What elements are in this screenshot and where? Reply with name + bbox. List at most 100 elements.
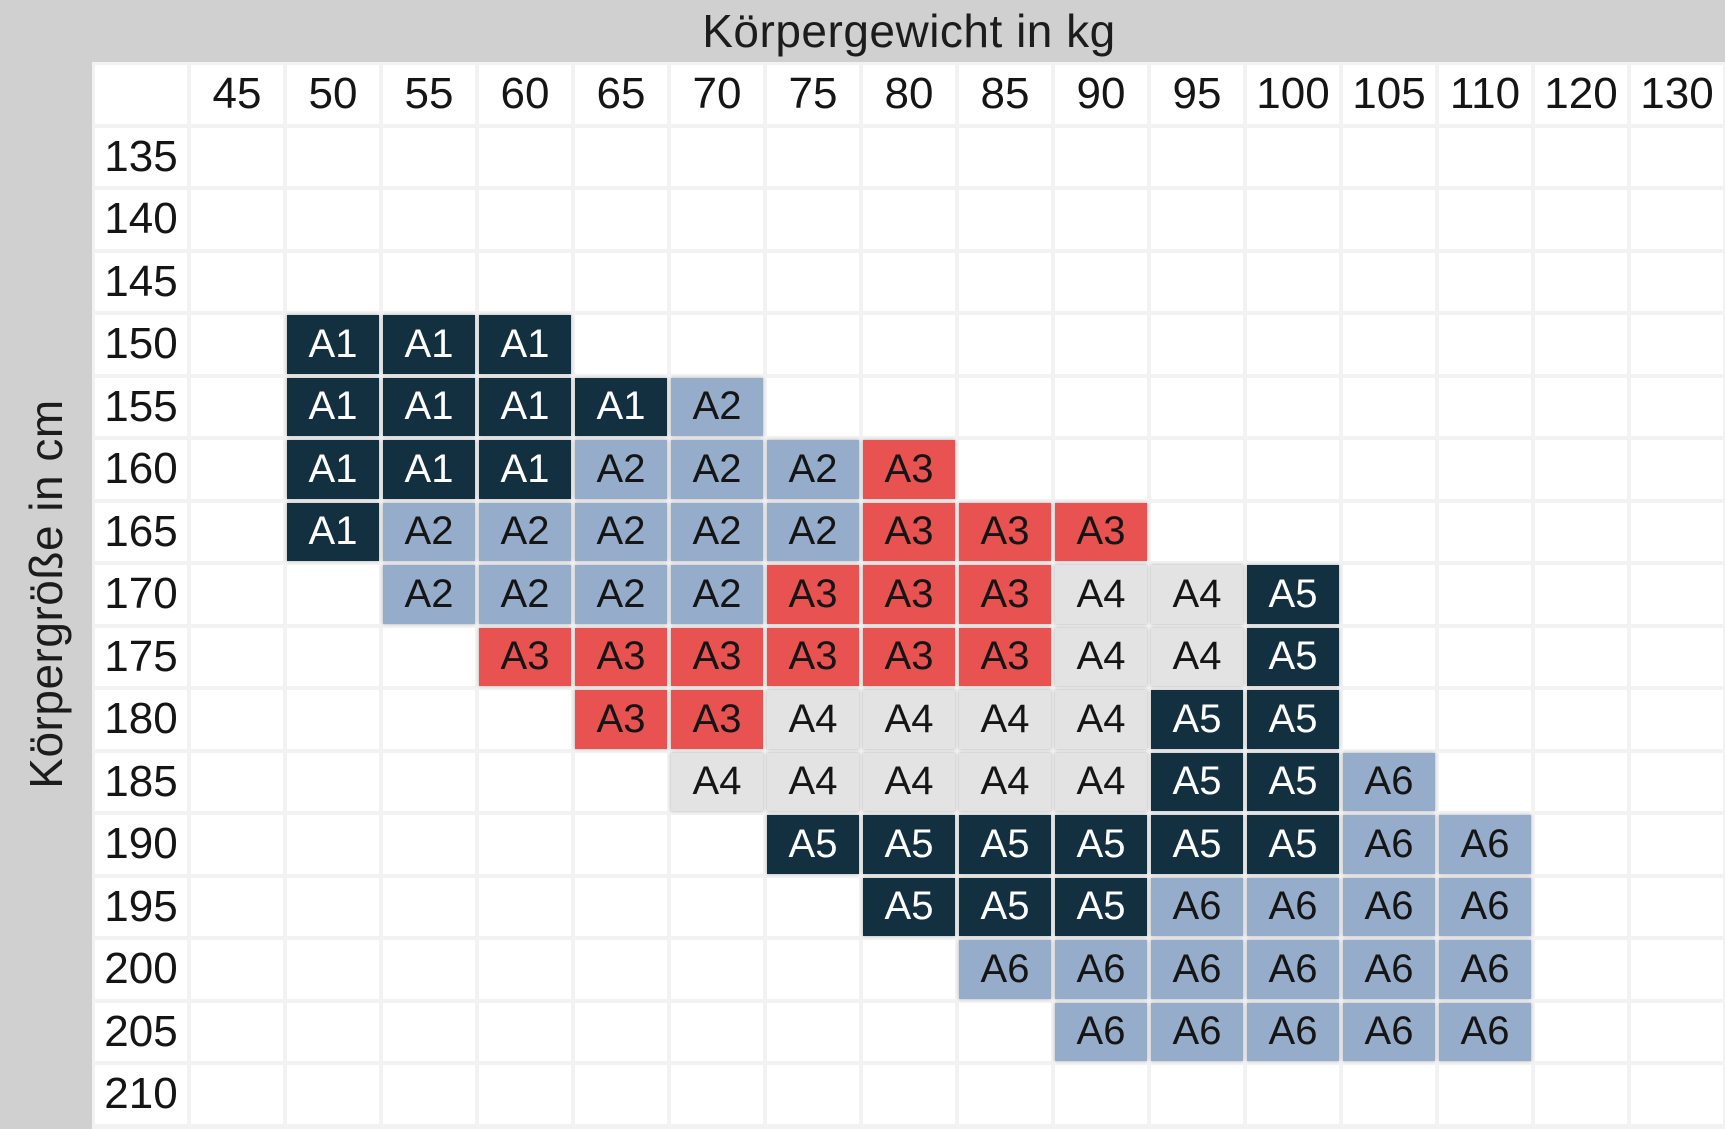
empty-cell-205-55 [383,1002,475,1061]
empty-cell-160-130 [1631,440,1723,499]
cell-205-100: A6 [1247,1002,1339,1061]
empty-cell-185-110 [1439,752,1531,811]
cell-165-70: A2 [671,502,763,561]
empty-cell-145-75 [767,252,859,311]
cell-175-85: A3 [959,627,1051,686]
empty-cell-210-80 [863,1065,955,1124]
cell-170-65: A2 [575,565,667,624]
empty-cell-150-75 [767,315,859,374]
empty-cell-210-55 [383,1065,475,1124]
empty-cell-190-55 [383,815,475,874]
empty-cell-195-55 [383,877,475,936]
empty-cell-205-50 [287,1002,379,1061]
empty-cell-165-130 [1631,502,1723,561]
empty-cell-150-90 [1055,315,1147,374]
cell-205-110: A6 [1439,1002,1531,1061]
empty-cell-140-110 [1439,190,1531,249]
empty-cell-185-60 [479,752,571,811]
empty-cell-170-105 [1343,565,1435,624]
empty-cell-155-45 [191,377,283,436]
empty-cell-180-50 [287,690,379,749]
cell-180-100: A5 [1247,690,1339,749]
cell-165-50: A1 [287,502,379,561]
cell-170-55: A2 [383,565,475,624]
cell-165-75: A2 [767,502,859,561]
empty-cell-165-95 [1151,502,1243,561]
cell-180-75: A4 [767,690,859,749]
cell-190-95: A5 [1151,815,1243,874]
empty-cell-140-85 [959,190,1051,249]
empty-cell-160-90 [1055,440,1147,499]
empty-cell-210-70 [671,1065,763,1124]
cell-200-105: A6 [1343,940,1435,999]
cell-175-95: A4 [1151,627,1243,686]
empty-cell-175-130 [1631,627,1723,686]
empty-cell-210-95 [1151,1065,1243,1124]
row-header-175: 175 [95,627,187,686]
col-header-110: 110 [1439,65,1531,124]
cell-175-60: A3 [479,627,571,686]
empty-cell-195-120 [1535,877,1627,936]
empty-cell-210-105 [1343,1065,1435,1124]
empty-cell-210-75 [767,1065,859,1124]
empty-cell-150-100 [1247,315,1339,374]
empty-cell-200-45 [191,940,283,999]
empty-cell-200-130 [1631,940,1723,999]
cell-205-105: A6 [1343,1002,1435,1061]
col-header-75: 75 [767,65,859,124]
row-header-195: 195 [95,877,187,936]
col-header-90: 90 [1055,65,1147,124]
empty-cell-155-120 [1535,377,1627,436]
cell-185-85: A4 [959,752,1051,811]
empty-cell-145-85 [959,252,1051,311]
cell-175-65: A3 [575,627,667,686]
empty-cell-155-100 [1247,377,1339,436]
empty-cell-155-95 [1151,377,1243,436]
empty-cell-140-100 [1247,190,1339,249]
empty-cell-175-55 [383,627,475,686]
empty-cell-200-65 [575,940,667,999]
empty-cell-185-55 [383,752,475,811]
empty-cell-200-70 [671,940,763,999]
cell-195-100: A6 [1247,877,1339,936]
row-header-210: 210 [95,1065,187,1124]
empty-cell-185-50 [287,752,379,811]
empty-cell-210-130 [1631,1065,1723,1124]
empty-cell-135-120 [1535,127,1627,186]
cell-185-75: A4 [767,752,859,811]
empty-cell-165-120 [1535,502,1627,561]
empty-cell-210-60 [479,1065,571,1124]
cell-170-85: A3 [959,565,1051,624]
empty-cell-150-45 [191,315,283,374]
cell-170-100: A5 [1247,565,1339,624]
cell-160-75: A2 [767,440,859,499]
empty-cell-135-70 [671,127,763,186]
empty-cell-135-110 [1439,127,1531,186]
empty-cell-190-60 [479,815,571,874]
cell-160-80: A3 [863,440,955,499]
cell-190-75: A5 [767,815,859,874]
empty-cell-145-45 [191,252,283,311]
cell-180-70: A3 [671,690,763,749]
empty-cell-210-45 [191,1065,283,1124]
empty-cell-190-45 [191,815,283,874]
row-header-140: 140 [95,190,187,249]
cell-180-80: A4 [863,690,955,749]
cell-175-100: A5 [1247,627,1339,686]
cell-150-55: A1 [383,315,475,374]
cell-190-90: A5 [1055,815,1147,874]
y-axis-band [0,0,92,1129]
cell-180-85: A4 [959,690,1051,749]
empty-cell-210-110 [1439,1065,1531,1124]
empty-cell-140-80 [863,190,955,249]
cell-155-65: A1 [575,377,667,436]
empty-cell-135-85 [959,127,1051,186]
empty-cell-190-70 [671,815,763,874]
empty-cell-185-65 [575,752,667,811]
empty-cell-195-75 [767,877,859,936]
empty-cell-140-45 [191,190,283,249]
size-chart-grid: 45 50 55 60 65 70 75 80 85 90 95 100 105 110 120 130 135… [95,65,1723,1124]
cell-160-60: A1 [479,440,571,499]
empty-cell-145-100 [1247,252,1339,311]
row-header-185: 185 [95,752,187,811]
